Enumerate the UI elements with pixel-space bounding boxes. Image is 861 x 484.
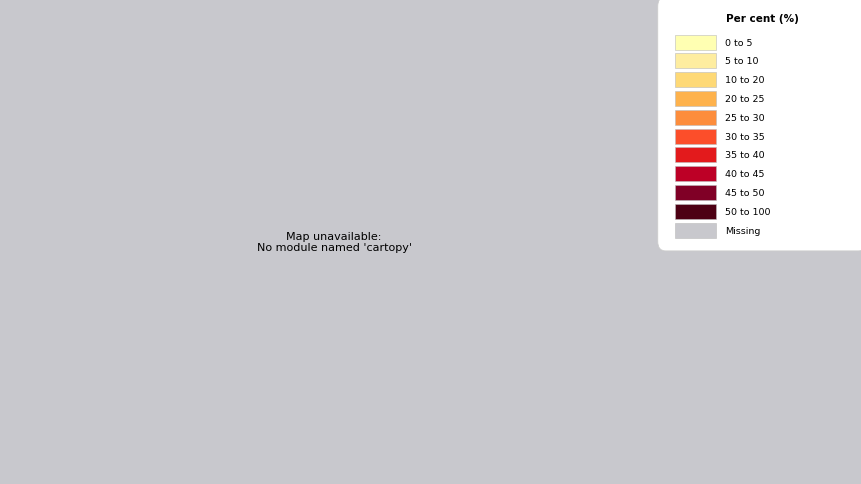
Bar bbox=[674, 223, 715, 238]
Text: 35 to 40: 35 to 40 bbox=[724, 151, 764, 160]
Bar bbox=[674, 186, 715, 201]
Text: 20 to 25: 20 to 25 bbox=[724, 95, 764, 104]
Text: 5 to 10: 5 to 10 bbox=[724, 57, 758, 66]
Text: Map unavailable:
No module named 'cartopy': Map unavailable: No module named 'cartop… bbox=[257, 231, 411, 253]
FancyBboxPatch shape bbox=[657, 0, 861, 251]
Text: 50 to 100: 50 to 100 bbox=[724, 208, 770, 216]
Text: 30 to 35: 30 to 35 bbox=[724, 132, 765, 141]
Bar bbox=[674, 92, 715, 107]
Text: 10 to 20: 10 to 20 bbox=[724, 76, 764, 85]
Bar bbox=[674, 110, 715, 125]
Bar bbox=[674, 54, 715, 69]
Bar bbox=[674, 129, 715, 144]
Text: 25 to 30: 25 to 30 bbox=[724, 114, 764, 122]
Text: 45 to 50: 45 to 50 bbox=[724, 189, 764, 197]
Text: Missing: Missing bbox=[724, 226, 759, 235]
Bar bbox=[674, 73, 715, 88]
Bar bbox=[674, 204, 715, 219]
Text: Per cent (%): Per cent (%) bbox=[725, 15, 797, 24]
Bar bbox=[674, 167, 715, 182]
Text: 40 to 45: 40 to 45 bbox=[724, 170, 764, 179]
Text: 0 to 5: 0 to 5 bbox=[724, 38, 752, 47]
Bar bbox=[674, 35, 715, 50]
Bar bbox=[674, 148, 715, 163]
